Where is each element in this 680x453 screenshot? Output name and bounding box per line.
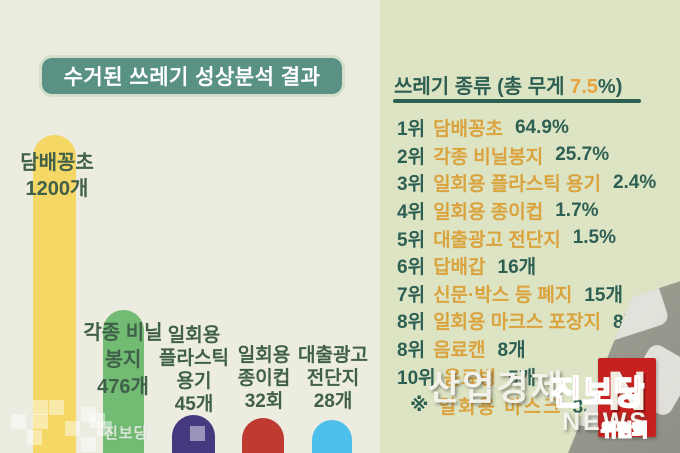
rank-row: 3위 일회용 플라스틱 용기 2.4% [397,169,656,197]
item-name: 답배갑 [433,257,486,279]
bar-label-plastic-bags: 각종 비닐 봉지 476개 [62,320,184,401]
item-name: 음료캔 [433,340,486,362]
pixel-block [81,407,96,422]
rank: 10위 [397,367,436,389]
party-stamp-top: 진보당 [550,373,646,412]
header-underline [393,99,641,103]
news-logo-letter: N [606,359,648,422]
bar-label-loan-ad-flyers: 대출광고 전단지 28개 [292,344,374,413]
rank-row: 1위 담배꽁초 64.9% [397,114,656,142]
rank: 8위 [397,340,426,362]
bar-label-disposable-paper-cups: 일회용 종이컵 32회 [224,344,304,413]
bar-label-line: 플라스틱 [159,348,229,369]
rank: 7위 [397,284,426,306]
bar-value-line: 28개 [313,391,353,412]
rank-row: 6위 답배갑 16개 [397,252,656,280]
rank: 5위 [397,229,426,251]
bar-value-line: 32회 [244,391,284,412]
item-value: 2.4% [612,171,657,193]
bar-label-line: 종이컵 [237,368,291,389]
item-value: 16개 [497,257,537,279]
item-value: 5개 [508,367,537,389]
rank: 3위 [397,174,426,196]
bar-loan-ad-flyers [312,420,352,453]
bar-label-line: 담배꽁초 [20,152,94,174]
pixel-block [97,421,112,436]
bar-label-cigarette-butts: 담배꽁초 1200개 [0,150,114,202]
bar-plastic-bags [103,310,144,453]
item-name: 음료병 [443,367,497,389]
rank-row: 4위 일회용 종이컵 1.7% [397,197,656,225]
rank: 8위 [397,312,426,334]
pixel-block [11,414,26,429]
news-logo: N [598,358,656,437]
bar-label-line: 봉지 [104,349,142,371]
rank: 4위 [397,202,426,224]
bar-label-line: 일회용 [167,325,221,346]
bar-chart-panel: 수거된 쓰레기 성상분석 결과 담배꽁초 1200개 각종 비닐 봉지 476개… [0,58,374,453]
total-weight-highlight: 7.5 [570,76,598,98]
pixel-block [90,413,105,428]
bar-disposable-paper-cups [242,418,284,453]
bar-cigarette-butts [33,135,76,453]
rank: 2위 [397,146,426,168]
bar-value-line: 476개 [97,376,149,398]
bar-label-disposable-plastic-containers: 일회용 플라스틱 용기 45개 [152,324,236,416]
item-name: 신문·박스 등 폐지 [433,284,573,306]
news-watermark-name: 산업경제 [428,369,565,408]
item-value: 1.7% [555,199,599,221]
bar-label-line: 전단지 [306,368,360,389]
item-name: 대출광고 전단지 [433,229,561,251]
rank-row: 10위 음료병 5개 [397,362,656,390]
item-value: 15개 [584,284,623,306]
rank-row: 2위 각종 비닐봉지 25.7% [397,142,656,170]
item-name: 일회용 플라스틱 용기 [433,174,601,196]
bar-label-line: 일회용 [237,345,291,366]
rank-row: 8위 일회용 마크스 포장지 8개 [397,307,656,335]
pixel-block [49,400,64,415]
chart-title: 수거된 쓰레기 성상분석 결과 [63,66,321,89]
party-watermark-text: 진보당 [104,425,149,442]
bar-label-line: 용기 [176,371,212,392]
bar-disposable-plastic-containers [172,415,215,453]
rank: 1위 [397,119,426,141]
item-name: 일회용 마크스 포장지 [433,312,601,334]
item-name: 각종 비닐봉지 [433,146,544,168]
pixel-block [33,400,48,415]
pixel-block [27,430,42,445]
list-header-suffix: %) [597,76,623,98]
bar-label-line: 대출광고 [298,345,368,366]
list-header-text: 쓰레기 종류 (총 무게 [394,76,571,98]
pixel-block [190,426,205,441]
item-value: 8개 [497,340,526,362]
pixel-block [65,421,80,436]
party-stamp-bottom: 위원회 [600,420,648,441]
pixel-block [81,437,96,452]
rank-row: 5위 대출광고 전단지 1.5% [397,224,656,252]
bar-value-line: 1200개 [25,178,89,200]
list-header: 쓰레기 종류 (총 무게 7.5%) [394,70,622,99]
item-value: 64.9% [514,116,569,138]
rank-row: 7위 신문·박스 등 폐지 15개 [397,280,656,308]
chart-title-badge: 수거된 쓰레기 성상분석 결과 [42,58,342,94]
news-watermark-sub: NEWS [562,408,649,436]
item-value: 1.5% [572,227,617,249]
item-value: 25.7% [555,144,610,166]
footnote-name: 일회용 마스크 [438,397,563,418]
rank: 6위 [397,257,426,279]
bar-label-line: 각종 비닐 [83,322,163,344]
trash-type-list-panel: 쓰레기 종류 (총 무게 7.5%) 1위 담배꽁초 64.9% 2위 각종 비… [380,0,680,453]
item-name: 일회용 종이컵 [433,202,544,224]
rank-list: 1위 담배꽁초 64.9% 2위 각종 비닐봉지 25.7% 3위 일회용 플라… [397,114,656,390]
footnote-mark: ※ [410,395,429,416]
rank-row: 8위 음료캔 8개 [397,335,656,363]
bar-value-line: 45개 [174,394,214,415]
item-name: 담배꽁초 [433,119,503,141]
pixel-block [33,414,48,429]
